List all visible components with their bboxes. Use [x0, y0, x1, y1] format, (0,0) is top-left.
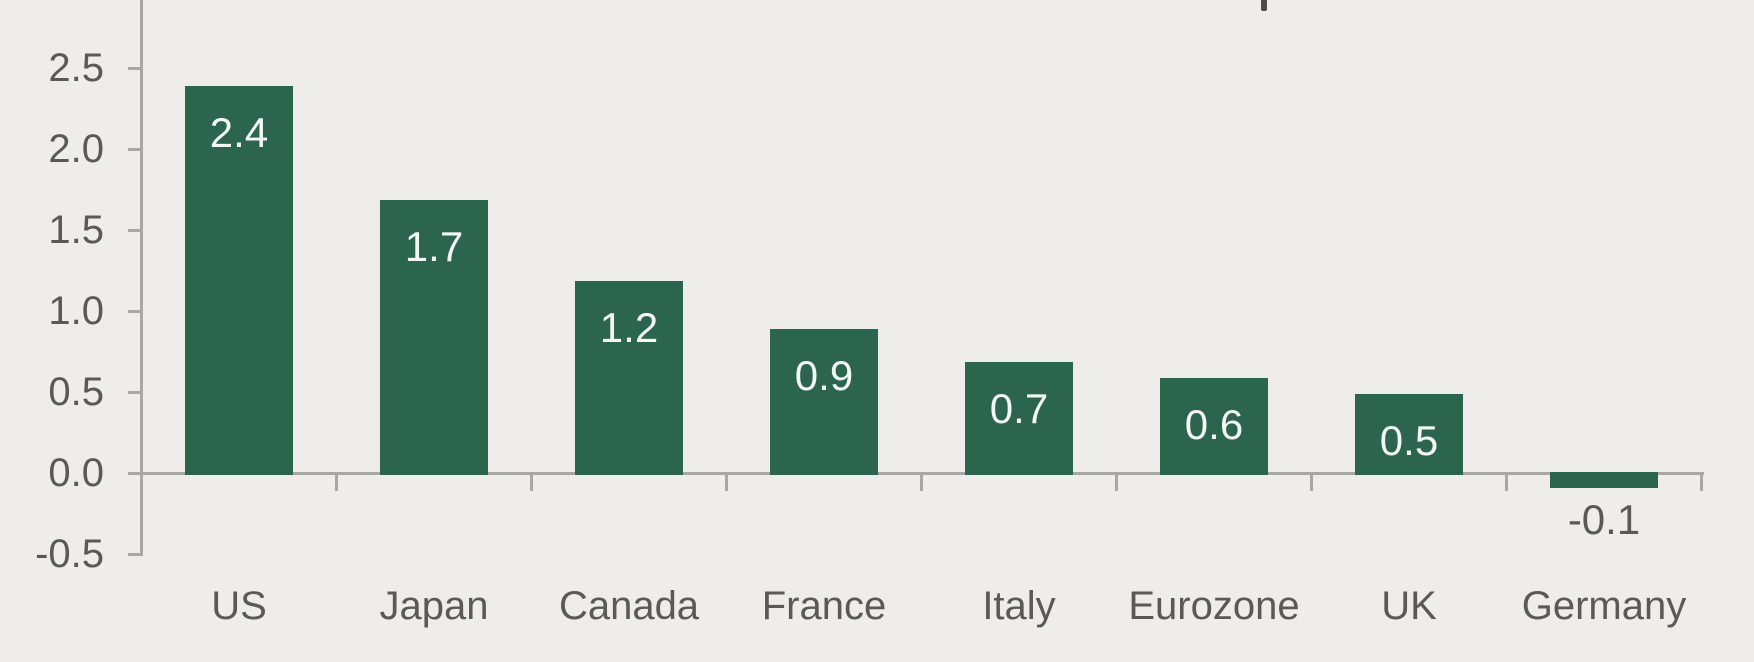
- y-axis-tick-label: 2.5: [48, 46, 104, 90]
- y-axis-tick-label: 0.0: [48, 451, 104, 495]
- x-axis-category-label: Canada: [558, 584, 700, 628]
- bar-value-label: 0.9: [794, 352, 854, 399]
- y-axis-tick: [128, 229, 143, 232]
- bar-germany: [1550, 472, 1658, 488]
- x-axis-category-label: Eurozone: [1128, 584, 1300, 628]
- y-axis-tick: [128, 310, 143, 313]
- bar-value-label: 0.7: [989, 385, 1049, 432]
- y-axis-tick: [128, 148, 143, 151]
- bar-italy: [965, 362, 1073, 475]
- x-axis-category-label: Japan: [379, 584, 489, 628]
- bar-france: [770, 329, 878, 475]
- y-axis-tick-label: 2.0: [48, 127, 104, 171]
- y-axis-tick: [128, 67, 143, 70]
- x-axis-tick: [725, 475, 728, 491]
- x-axis-tick: [335, 475, 338, 491]
- bar-canada: [575, 281, 683, 475]
- x-axis-tick: [530, 475, 533, 491]
- y-axis-tick-label: -0.5: [35, 532, 104, 576]
- x-axis-tick: [920, 475, 923, 491]
- x-axis-category-label: UK: [1381, 584, 1437, 628]
- x-axis-tick: [1505, 475, 1508, 491]
- bar-value-label: -0.1: [1567, 496, 1641, 543]
- bar-uk: [1355, 394, 1463, 475]
- x-axis-tick: [1700, 475, 1703, 491]
- x-axis-tick: [1115, 475, 1118, 491]
- y-axis-tick-label: 1.5: [48, 208, 104, 252]
- y-axis-tick-label: 0.5: [48, 370, 104, 414]
- cropped-title-text-fragment: [1261, 0, 1267, 11]
- y-axis-tick: [128, 553, 143, 556]
- x-axis-category-label: France: [761, 584, 887, 628]
- y-axis-tick-label: 1.0: [48, 289, 104, 333]
- bar-japan: [380, 200, 488, 475]
- y-axis-tick: [128, 472, 143, 475]
- bar-value-label: 0.5: [1379, 417, 1439, 464]
- x-axis-category-label: US: [211, 584, 267, 628]
- bar-us: [185, 86, 293, 475]
- y-axis-line: [140, 0, 143, 556]
- bar-value-label: 1.2: [599, 304, 659, 351]
- x-axis-line: [140, 472, 1704, 475]
- x-axis-category-label: Germany: [1521, 584, 1687, 628]
- bar-value-label: 0.6: [1184, 401, 1244, 448]
- bar-value-label: 2.4: [209, 109, 269, 156]
- bar-eurozone: [1160, 378, 1268, 475]
- x-axis-category-label: Italy: [982, 584, 1056, 628]
- bar-value-label: 1.7: [404, 223, 464, 270]
- x-axis-tick: [1310, 475, 1313, 491]
- y-axis-tick: [128, 391, 143, 394]
